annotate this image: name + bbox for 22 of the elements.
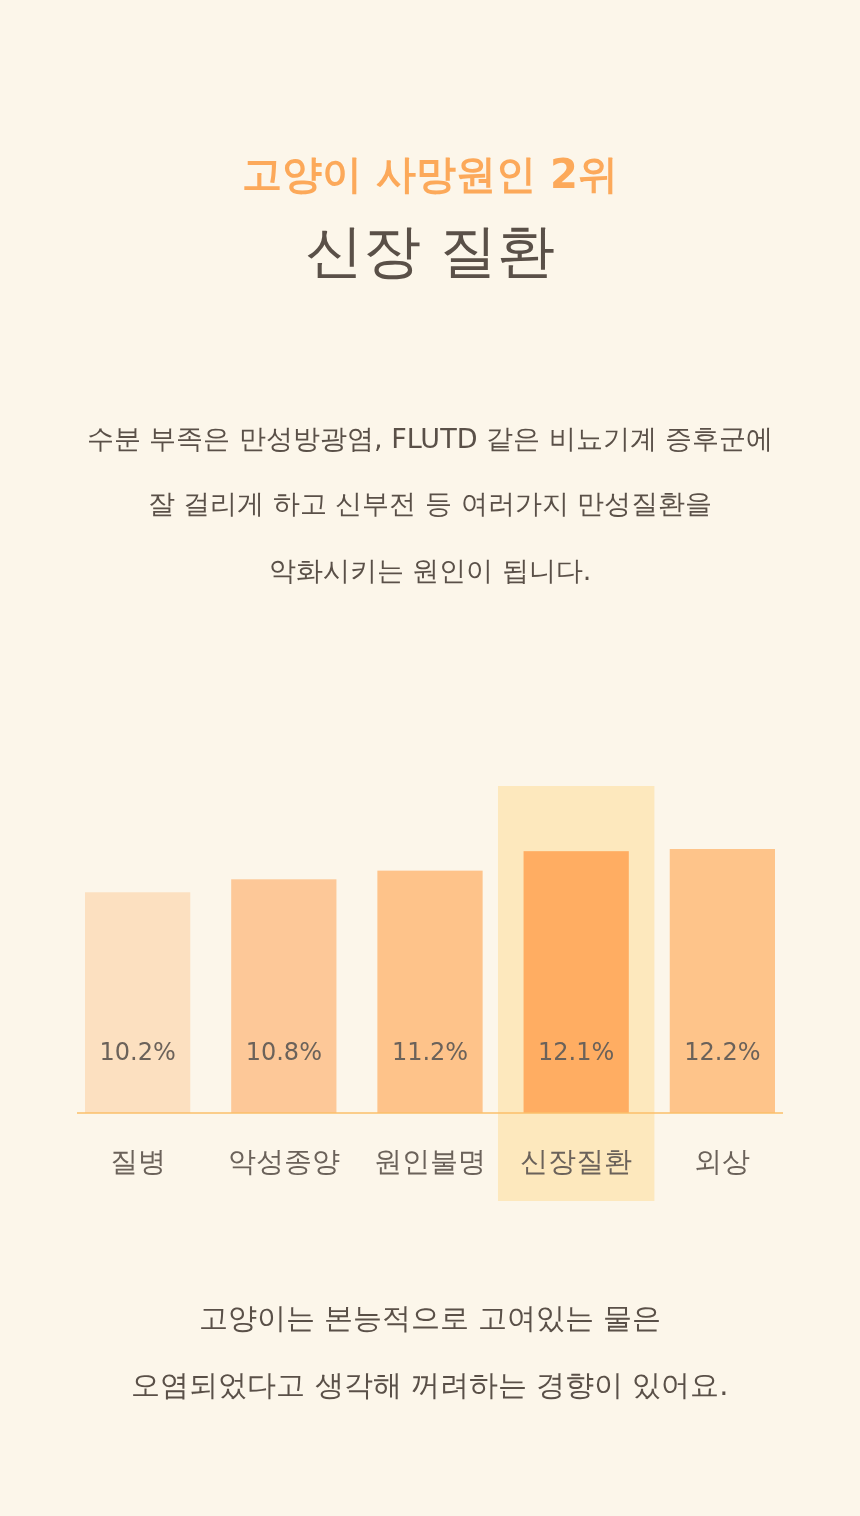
bar: [377, 870, 483, 1113]
x-tick-label: 외상: [694, 1145, 751, 1178]
bar: [669, 849, 775, 1113]
x-tick-label: 악성종양: [227, 1145, 340, 1178]
text: 악화시키는 원인이 됩니다.: [268, 554, 592, 586]
x-tick-label: 원인불명: [374, 1145, 486, 1178]
data-label: 10.2%: [99, 1038, 176, 1066]
bar: [85, 892, 191, 1113]
text: 오염되었다고 생각해 꺼려하는 경향이 있어요.: [131, 1368, 729, 1402]
data-label: 12.2%: [684, 1038, 761, 1066]
text: 잘 걸리게 하고 신부전 등 여러가지 만성질환을: [147, 487, 713, 519]
chart-subtitle: 신장 질환: [304, 217, 556, 286]
x-tick-label: 신장질환: [520, 1145, 633, 1178]
data-label: 11.2%: [391, 1038, 469, 1066]
text: 수분 부족은 만성방광염, FLUTD 같은 비뇨기계 증후군에: [86, 422, 774, 454]
data-label: 10.8%: [245, 1038, 322, 1066]
text: 고양이는 본능적으로 고여있는 물은: [198, 1301, 662, 1335]
x-tick-label: 질병: [109, 1145, 166, 1178]
bar: [523, 851, 629, 1113]
data-label: 12.1%: [538, 1038, 615, 1066]
chart-title: 고양이 사망원인 2위: [242, 151, 618, 197]
bar: [231, 879, 337, 1113]
